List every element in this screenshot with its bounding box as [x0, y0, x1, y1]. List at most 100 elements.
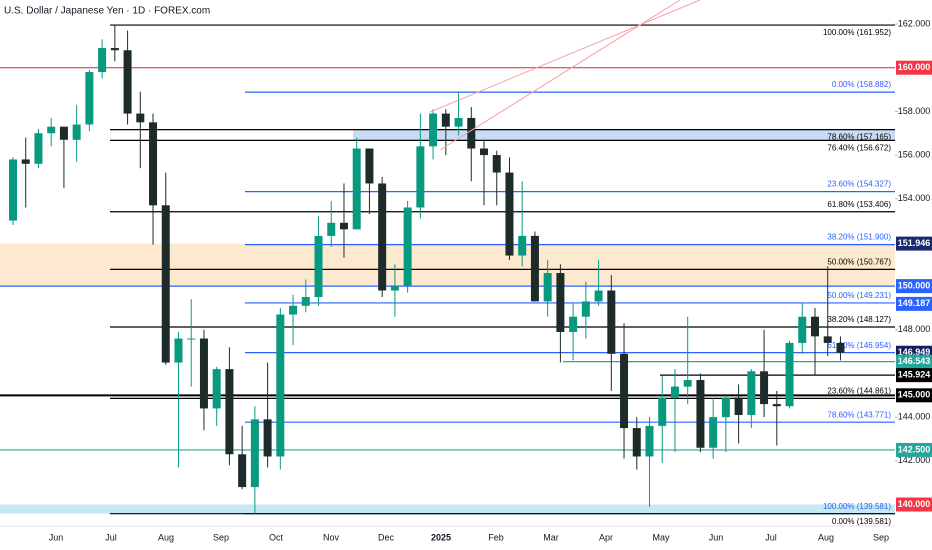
candle-body [569, 316, 578, 332]
x-tick-label: Jun [49, 532, 64, 542]
fib-label: 50.00% (150.767) [827, 257, 891, 266]
candle-body [339, 222, 348, 230]
candle-body [212, 369, 221, 409]
candle-body [123, 50, 132, 114]
price-badge [896, 60, 932, 75]
candle-body [403, 207, 412, 287]
y-tick-label: 162.000 [898, 18, 931, 28]
candle-body [161, 205, 170, 363]
fib-label: 38.20% (151.900) [827, 233, 891, 242]
plot-area: 100.00% (161.952) 0.00% (158.882) 78.60% (… [0, 24, 895, 526]
candle-body [518, 235, 527, 256]
price-badge-label: 151.946 [898, 238, 931, 248]
price-badge [896, 388, 932, 403]
candle-body [110, 48, 119, 51]
x-tick-label: Nov [323, 532, 340, 542]
y-tick-label: 154.000 [898, 193, 931, 203]
fib-label: 23.60% (144.861) [827, 386, 891, 395]
candle-body [378, 183, 387, 291]
x-tick-label: Feb [488, 532, 504, 542]
candle-body [429, 113, 438, 147]
x-tick-label: May [652, 532, 670, 542]
candle-body [199, 338, 208, 409]
candle-body [760, 371, 769, 405]
candle-body [620, 353, 629, 429]
price-badge-label: 145.000 [898, 390, 931, 400]
candle-body [289, 305, 298, 315]
candle-body [709, 417, 718, 448]
price-badge-label: 146.543 [898, 356, 931, 366]
price-badge [896, 279, 932, 294]
candle-body [785, 342, 794, 407]
candle-body [238, 454, 247, 488]
price-badge-label: 150.000 [898, 280, 931, 290]
price-badge [896, 442, 932, 457]
price-badge-label: 160.000 [898, 62, 931, 72]
candle-body [149, 122, 158, 206]
fib-label: 61.80% (146.954) [827, 341, 891, 350]
candle-body [59, 126, 68, 140]
candle-body [467, 117, 476, 149]
candle-body [225, 369, 234, 455]
candle-body [365, 148, 374, 184]
x-tick-label: Jun [709, 532, 724, 542]
candle-body [798, 316, 807, 343]
candle-body [607, 290, 616, 354]
candle-body [416, 146, 425, 208]
candle-body [98, 48, 107, 73]
candle-body [276, 314, 285, 457]
price-badge-label: 142.500 [898, 444, 931, 454]
candle-body [250, 419, 259, 488]
price-badge [896, 236, 932, 251]
fib-label: 23.60% (154.327) [827, 180, 891, 189]
candle-body [301, 297, 310, 306]
x-tick-label: 2025 [431, 532, 451, 542]
fib-label: 0.00% (158.882) [832, 80, 891, 89]
trend-line [429, 0, 701, 113]
candle-body [454, 117, 463, 127]
fib-label: 50.00% (149.231) [827, 291, 891, 300]
x-tick-label: Oct [269, 532, 284, 542]
zone [0, 243, 895, 287]
candle-body [390, 286, 399, 291]
candle-body [696, 380, 705, 448]
candle-body [47, 126, 56, 134]
candle-body [352, 148, 361, 230]
candle-body [658, 397, 667, 426]
candle-body [263, 419, 272, 457]
x-tick-label: Dec [378, 532, 395, 542]
x-tick-label: Aug [158, 532, 174, 542]
y-tick-label: 142.000 [898, 455, 931, 465]
fib-label: 100.00% (139.581) [823, 502, 891, 511]
x-tick-label: Sep [873, 532, 889, 542]
chart-title: U.S. Dollar / Japanese Yen · 1D · FOREX.… [4, 6, 210, 17]
price-axis [895, 0, 932, 550]
candle-body [645, 425, 654, 457]
x-tick-label: Jul [105, 532, 117, 542]
fib-label: 100.00% (161.952) [823, 28, 891, 37]
candle-body [85, 72, 94, 125]
candle-body [632, 428, 641, 457]
x-tick-label: Mar [543, 532, 559, 542]
candle-body [670, 386, 679, 398]
price-badge [896, 368, 932, 383]
candle-body [505, 172, 514, 256]
candle-body [530, 235, 539, 302]
x-tick-label: Aug [818, 532, 834, 542]
trend-line [439, 0, 681, 151]
candle-body [543, 273, 552, 302]
fib-label: 78.60% (157.165) [827, 133, 891, 142]
candle-body [594, 290, 603, 302]
zone [0, 504, 895, 514]
candle-body [9, 159, 17, 221]
candle-body [581, 301, 590, 317]
candle-body [72, 124, 81, 140]
candle-body [34, 133, 43, 164]
candle-body [721, 397, 730, 418]
price-badge-label: 140.000 [898, 499, 931, 509]
fib-label: 61.80% (153.406) [827, 200, 891, 209]
candle-body [772, 404, 781, 407]
fib-label: 0.00% (139.581) [832, 517, 891, 526]
candle-body [823, 336, 832, 343]
candle-body [683, 380, 692, 387]
